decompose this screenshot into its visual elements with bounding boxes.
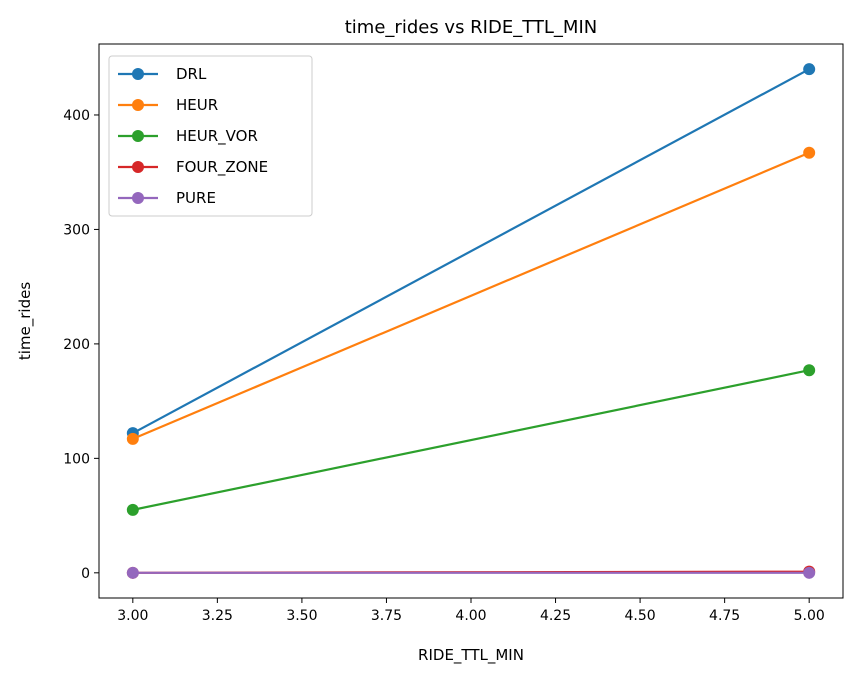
x-tick-label: 4.25 [540, 608, 571, 624]
data-point-heur [126, 432, 139, 445]
legend-label-heur-vor: HEUR_VOR [176, 127, 258, 146]
data-point-pure [803, 566, 816, 579]
legend-label-drl: DRL [176, 65, 207, 83]
y-tick-label: 300 [63, 222, 90, 238]
data-point-heur-vor [126, 503, 139, 516]
legend-marker-heur-vor [132, 130, 144, 142]
legend-label-heur: HEUR [176, 96, 218, 114]
series-layer [126, 63, 816, 579]
x-tick-label: 4.50 [625, 608, 656, 624]
x-tick-label: 4.00 [455, 608, 486, 624]
x-tick-label: 3.00 [117, 608, 148, 624]
series-line-heur-vor [132, 369, 810, 511]
y-tick-label: 0 [81, 566, 90, 582]
y-axis: 0 100 200 300 400 [63, 108, 99, 582]
data-point-heur-vor [803, 364, 816, 377]
x-axis: 3.00 3.25 3.50 3.75 4.00 4.25 4.50 4.75 5.00 [117, 598, 825, 624]
data-point-heur [803, 146, 816, 159]
x-axis-label: RIDE_TTL_MIN [418, 646, 524, 665]
data-point-pure [126, 566, 139, 579]
legend-marker-pure [132, 192, 144, 204]
x-tick-label: 4.75 [709, 608, 740, 624]
legend-marker-heur [132, 99, 144, 111]
series-line-heur [132, 151, 810, 440]
series-line-drl [132, 68, 810, 435]
legend-marker-four-zone [132, 161, 144, 173]
x-tick-label: 3.75 [371, 608, 402, 624]
y-tick-label: 100 [63, 451, 90, 467]
x-tick-label: 3.25 [202, 608, 233, 624]
x-tick-label: 3.50 [286, 608, 317, 624]
legend-label-pure: PURE [176, 189, 216, 207]
legend-label-four-zone: FOUR_ZONE [176, 158, 268, 177]
chart-title: time_rides vs RIDE_TTL_MIN [345, 17, 597, 38]
y-tick-label: 200 [63, 337, 90, 353]
legend: DRL HEUR HEUR_VOR FOUR_ZONE PURE [108, 55, 313, 217]
y-axis-label: time_rides [16, 282, 35, 360]
legend-box [108, 55, 313, 217]
data-point-drl [803, 63, 816, 76]
y-tick-label: 400 [63, 108, 90, 124]
legend-marker-drl [132, 68, 144, 80]
x-tick-label: 5.00 [794, 608, 825, 624]
